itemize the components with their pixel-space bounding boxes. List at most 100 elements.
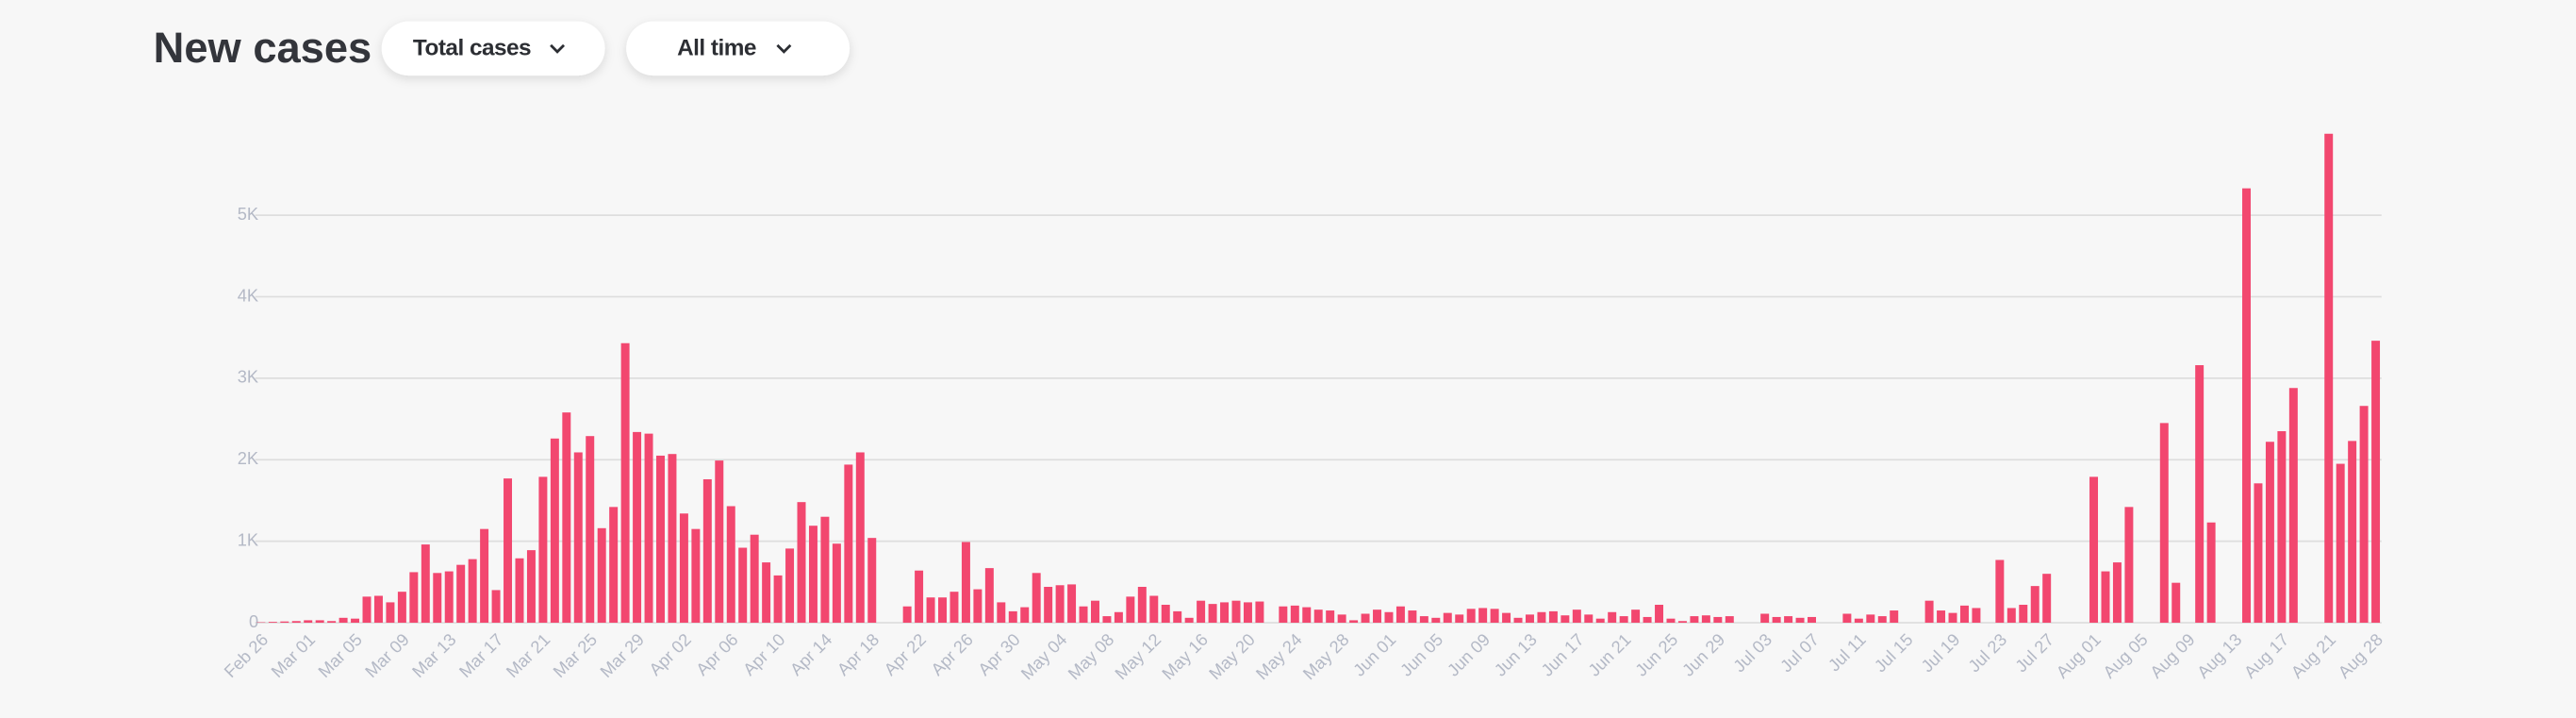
bar (1020, 607, 1030, 623)
bar (562, 412, 571, 623)
bar (268, 622, 277, 623)
bar (491, 590, 501, 623)
bar (691, 528, 701, 623)
bar (1490, 609, 1499, 623)
bar (902, 606, 912, 623)
bar (1243, 602, 1252, 623)
bar (609, 507, 619, 623)
x-tick-label: Jul 19 (1917, 629, 1963, 676)
bar (421, 544, 430, 623)
chevron-icon[interactable] (550, 43, 566, 54)
bar (362, 596, 372, 623)
bar (973, 589, 983, 623)
bar (1255, 601, 1264, 623)
bar (785, 548, 795, 623)
bar (409, 572, 419, 623)
bar (644, 433, 653, 623)
dropdown-label[interactable]: All time (677, 36, 756, 61)
bar (1937, 610, 1946, 623)
bar (444, 571, 454, 623)
bar (2159, 423, 2169, 623)
x-tick-label: Aug 17 (2240, 629, 2293, 682)
bar (1890, 610, 1899, 623)
bar (1537, 611, 1546, 623)
bar (738, 547, 748, 623)
bar (1795, 617, 1805, 623)
bar (397, 592, 406, 623)
bar (1713, 616, 1723, 623)
bar (433, 573, 442, 623)
y-tick-label: 3K (238, 367, 258, 387)
bar (2348, 441, 2357, 623)
bar (304, 620, 313, 623)
bar (1631, 609, 1641, 623)
bar (2195, 365, 2204, 623)
bar (750, 534, 759, 623)
x-tick-label: Mar 29 (596, 629, 648, 681)
bar (1666, 618, 1676, 623)
bar (832, 543, 841, 623)
x-tick-label: Feb 26 (220, 629, 272, 681)
bar (597, 527, 606, 623)
bar (949, 592, 959, 623)
x-tick-label: Aug 13 (2193, 629, 2246, 682)
bar (1208, 604, 1217, 623)
x-tick-label: Jul 07 (1776, 629, 1823, 676)
x-tick-label: May 24 (1252, 629, 1306, 683)
x-tick-label: Mar 09 (361, 629, 413, 681)
bar (1091, 600, 1099, 623)
dropdown-button[interactable] (626, 21, 850, 76)
bar (550, 438, 559, 623)
bar (1231, 600, 1241, 623)
x-tick-label: Jun 25 (1631, 629, 1682, 680)
bar (797, 502, 806, 623)
bar (1701, 615, 1710, 623)
y-tick-label: 0 (249, 611, 258, 631)
bar (844, 464, 853, 623)
chevron-icon[interactable] (776, 43, 792, 54)
bar (2277, 431, 2287, 623)
bar (1279, 606, 1288, 623)
bar (961, 542, 970, 623)
y-tick-label: 2K (238, 448, 258, 468)
x-tick-label: May 20 (1205, 629, 1259, 683)
bar (291, 621, 301, 623)
bar (1220, 602, 1230, 623)
x-tick-label: May 04 (1016, 629, 1070, 683)
bar (1114, 611, 1123, 623)
bar (1502, 612, 1511, 623)
x-tick-label: Jun 29 (1678, 629, 1729, 680)
metric-dropdown[interactable]: Total cases (381, 21, 605, 76)
x-tick-label: Jun 17 (1537, 629, 1588, 680)
bar (339, 617, 348, 623)
bar (808, 526, 817, 623)
x-tick-label: Jul 23 (1964, 629, 2010, 676)
bar (1643, 616, 1652, 623)
bar (1677, 621, 1687, 623)
dropdown-label[interactable]: Total cases (413, 36, 532, 61)
bar (1808, 616, 1816, 623)
bar (1149, 595, 1159, 623)
bar (2336, 463, 2345, 623)
bar (1431, 617, 1441, 623)
bar (1478, 608, 1488, 623)
bar (726, 506, 735, 623)
bar (2371, 341, 2381, 623)
bar (1948, 612, 1957, 623)
bar (373, 595, 383, 623)
bar (1290, 605, 1299, 623)
bar (1455, 614, 1464, 623)
bar (1725, 616, 1734, 623)
bar (327, 621, 337, 623)
bar (526, 550, 536, 623)
bar (1619, 616, 1628, 623)
bar (1784, 616, 1793, 623)
bar (1443, 612, 1452, 623)
dropdown-button[interactable] (381, 21, 605, 76)
bar (915, 570, 924, 623)
bar (1959, 605, 1969, 623)
x-tick-label: Mar 17 (454, 629, 506, 681)
range-dropdown[interactable]: All time (626, 21, 850, 76)
bar (1760, 613, 1770, 623)
